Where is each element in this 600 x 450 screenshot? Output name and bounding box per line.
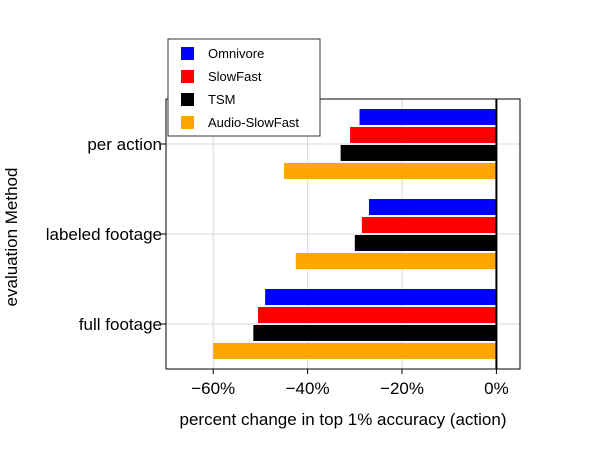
- legend-swatch: [181, 93, 194, 106]
- bar-tsm-per-action: [340, 145, 497, 161]
- bar-omnivore-labeled-footage: [368, 199, 497, 215]
- y-tick-label: per action: [87, 135, 162, 154]
- bar-slowfast-per-action: [350, 127, 497, 143]
- legend-swatch: [181, 47, 194, 60]
- bar-audio-slowfast-full-footage: [213, 343, 497, 359]
- legend-label: TSM: [208, 92, 235, 107]
- legend-label: Omnivore: [208, 46, 264, 61]
- y-tick-label: full footage: [79, 315, 162, 334]
- x-tick-label: −40%: [286, 379, 330, 398]
- legend-label: SlowFast: [208, 69, 262, 84]
- legend-swatch: [181, 116, 194, 129]
- bar-omnivore-full-footage: [265, 289, 497, 305]
- x-axis-label: percent change in top 1% accuracy (actio…: [180, 410, 507, 429]
- bar-slowfast-labeled-footage: [361, 217, 497, 233]
- y-tick-label: labeled footage: [46, 225, 162, 244]
- legend: Omnivore SlowFast TSM Audio-SlowFast: [167, 38, 321, 137]
- y-axis-label: evaluation Method: [2, 168, 21, 307]
- x-tick-label: 0%: [484, 379, 509, 398]
- x-axis-ticks: −60% −40% −20% 0%: [191, 369, 509, 398]
- bar-slowfast-full-footage: [258, 307, 497, 323]
- bars: [213, 109, 497, 359]
- bar-audio-slowfast-per-action: [284, 163, 497, 179]
- bar-tsm-full-footage: [253, 325, 497, 341]
- x-tick-label: −20%: [380, 379, 424, 398]
- bar-tsm-labeled-footage: [354, 235, 497, 251]
- y-axis-ticks: full footage labeled footage per action: [46, 135, 166, 334]
- bar-audio-slowfast-labeled-footage: [295, 253, 497, 269]
- x-tick-label: −60%: [191, 379, 235, 398]
- legend-label: Audio-SlowFast: [208, 115, 299, 130]
- bar-omnivore-per-action: [359, 109, 497, 125]
- legend-swatch: [181, 70, 194, 83]
